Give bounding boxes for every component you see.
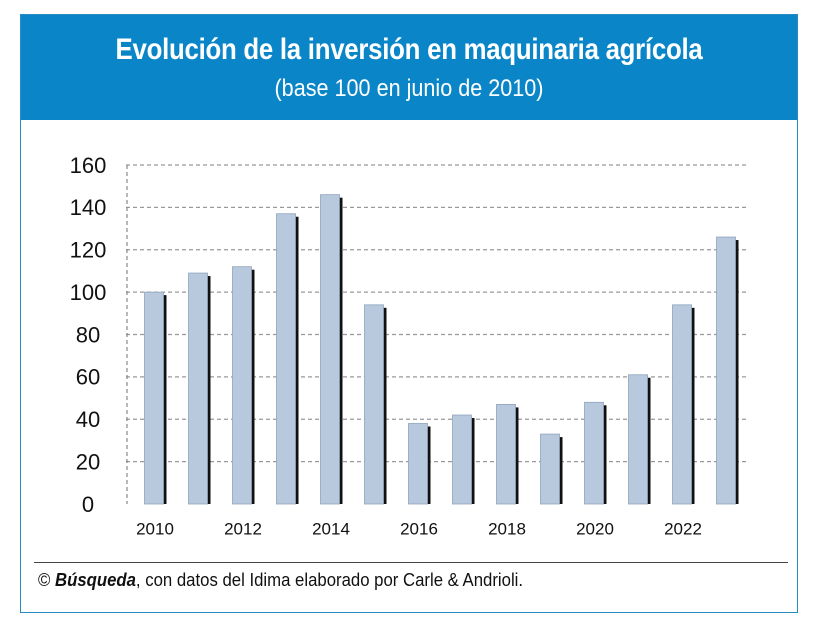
bar	[276, 213, 296, 505]
source-credit: © Búsqueda, con datos del Idima elaborad…	[38, 570, 523, 591]
x-tick-label: 2014	[312, 519, 350, 538]
bar	[496, 404, 516, 505]
bar	[584, 401, 604, 505]
chart-subtitle: (base 100 en junio de 2010)	[274, 75, 544, 102]
bar	[144, 291, 164, 505]
y-tick-label: 160	[70, 153, 107, 178]
publication-name: Búsqueda	[55, 570, 136, 590]
bar	[672, 304, 692, 505]
y-tick-label: 0	[82, 492, 94, 517]
bar	[408, 423, 428, 505]
bar-chart: 0 20 40 60 80 100 120 140 160 2010 2012 2014 2016 201…	[70, 153, 748, 538]
x-tick-label: 2020	[576, 519, 614, 538]
x-tick-label: 2012	[224, 519, 262, 538]
chart-header: Evolución de la inversión en maquinaria …	[21, 15, 797, 120]
x-tick-label: 2018	[488, 519, 526, 538]
copyright-symbol: ©	[38, 570, 51, 590]
bar	[628, 374, 648, 505]
y-tick-label: 60	[76, 365, 100, 390]
chart-title: Evolución de la inversión en maquinaria …	[115, 33, 703, 66]
y-tick-label: 80	[76, 322, 100, 347]
x-tick-label: 2010	[136, 519, 174, 538]
bar	[540, 433, 560, 505]
y-tick-label: 40	[76, 407, 100, 432]
bar	[320, 194, 340, 505]
bar	[452, 414, 472, 505]
x-tick-label: 2022	[664, 519, 702, 538]
y-tick-label: 100	[70, 280, 107, 305]
bar	[232, 266, 252, 505]
y-tick-label: 120	[70, 238, 107, 263]
bar	[716, 236, 736, 505]
bar	[364, 304, 384, 505]
bar	[188, 272, 208, 505]
x-tick-label: 2016	[400, 519, 438, 538]
footer-divider	[34, 562, 788, 563]
y-tick-label: 140	[70, 195, 107, 220]
credit-text: , con datos del Idima elaborado por Carl…	[135, 570, 524, 590]
y-tick-label: 20	[76, 449, 100, 474]
